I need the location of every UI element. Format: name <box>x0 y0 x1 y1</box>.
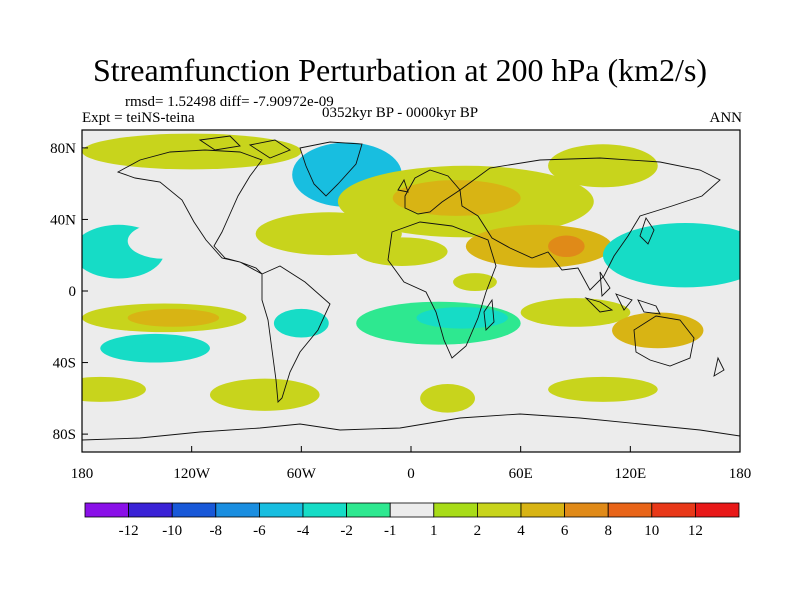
colorbar-swatch <box>346 502 391 518</box>
colorbar-swatch <box>128 502 173 518</box>
colorbar-label: -10 <box>162 523 182 539</box>
colorbar-swatch <box>84 502 129 518</box>
field-s-atlantic-low-core <box>416 307 508 329</box>
field-s-pacific-band-core <box>127 308 220 327</box>
field-s-ocean-high-pacific <box>82 376 146 402</box>
y-tick-label: 40S <box>53 356 76 372</box>
colorbar-label: -12 <box>119 523 139 539</box>
field-s-pacific-low-core <box>131 341 187 356</box>
y-tick-label: 80S <box>53 427 76 443</box>
colorbar-swatch <box>564 502 609 518</box>
colorbar-swatch <box>476 502 522 518</box>
x-tick-label: 0 <box>407 466 415 482</box>
season-label: ANN <box>709 110 743 126</box>
field-pacific-north-low <box>602 223 740 288</box>
field-siberia-high <box>548 144 658 188</box>
colorbar-label: -2 <box>340 523 353 539</box>
colorbar-label: 6 <box>561 523 569 539</box>
colorbar-label: -6 <box>253 523 266 539</box>
colorbar: -12 -10 -8 -6 -4 -2 -1 1 2 4 6 8 10 12 <box>84 502 740 539</box>
colorbar-label: -4 <box>297 523 310 539</box>
colorbar-label: -1 <box>384 523 397 539</box>
colorbar-swatch <box>607 502 653 518</box>
colorbar-label: 2 <box>474 523 482 539</box>
chart-title: Streamfunction Perturbation at 200 hPa (… <box>92 52 708 88</box>
colorbar-swatch <box>171 502 217 518</box>
x-tick-label: 180 <box>71 466 94 482</box>
x-tick-label: 60W <box>287 466 317 482</box>
period-label: 0352kyr BP - 0000kyr BP <box>322 105 479 121</box>
field-asia-subtropic-high-core <box>548 235 585 258</box>
colorbar-swatch <box>651 502 696 518</box>
colorbar-swatch <box>389 502 435 518</box>
y-tick-label: 0 <box>69 284 77 300</box>
colorbar-swatch <box>433 502 478 518</box>
coastlines <box>82 135 740 441</box>
experiment-label: Expt = teiNS-teina <box>82 110 195 126</box>
field-s-ocean-high-indian <box>548 376 658 402</box>
field-arctic-canada-high <box>82 133 302 170</box>
field-s-ocean-high-atlantic <box>420 384 475 413</box>
x-tick-label: 120E <box>614 466 646 482</box>
x-tick-label: 120W <box>173 466 211 482</box>
field-e-africa-high <box>453 273 497 291</box>
colorbar-label: -8 <box>210 523 223 539</box>
colorbar-label: 12 <box>688 523 703 539</box>
field-asia-subtropic-high <box>465 224 613 268</box>
colorbar-swatch <box>215 502 260 518</box>
colorbar-swatch <box>258 502 304 518</box>
axis-ticks: 180 120W 60W 0 60E 120E 180 80N 40N 0 40S 80S <box>50 141 751 482</box>
field-n-africa-high <box>356 237 448 266</box>
colorbar-label: 1 <box>430 523 438 539</box>
colorbar-label: 8 <box>604 523 612 539</box>
field-s-ocean-high-drake <box>209 378 320 411</box>
field-e-pacific-n-green <box>127 223 201 259</box>
colorbar-label: 10 <box>644 523 659 539</box>
y-tick-label: 80N <box>50 141 76 157</box>
colorbar-swatch <box>695 502 740 518</box>
x-tick-label: 180 <box>729 466 752 482</box>
colorbar-label: 4 <box>517 523 525 539</box>
stats-label: rmsd= 1.52498 diff= -7.90972e-09 <box>125 94 334 110</box>
colorbar-swatch <box>520 502 565 518</box>
colorbar-swatch <box>302 502 347 518</box>
field-australia-high <box>612 312 704 349</box>
x-tick-label: 60E <box>509 466 533 482</box>
field-eurasia-high-core <box>392 180 521 216</box>
field-indian-ocean-high <box>520 298 631 327</box>
field-s-america-low <box>273 308 329 338</box>
y-tick-label: 40N <box>50 212 76 228</box>
